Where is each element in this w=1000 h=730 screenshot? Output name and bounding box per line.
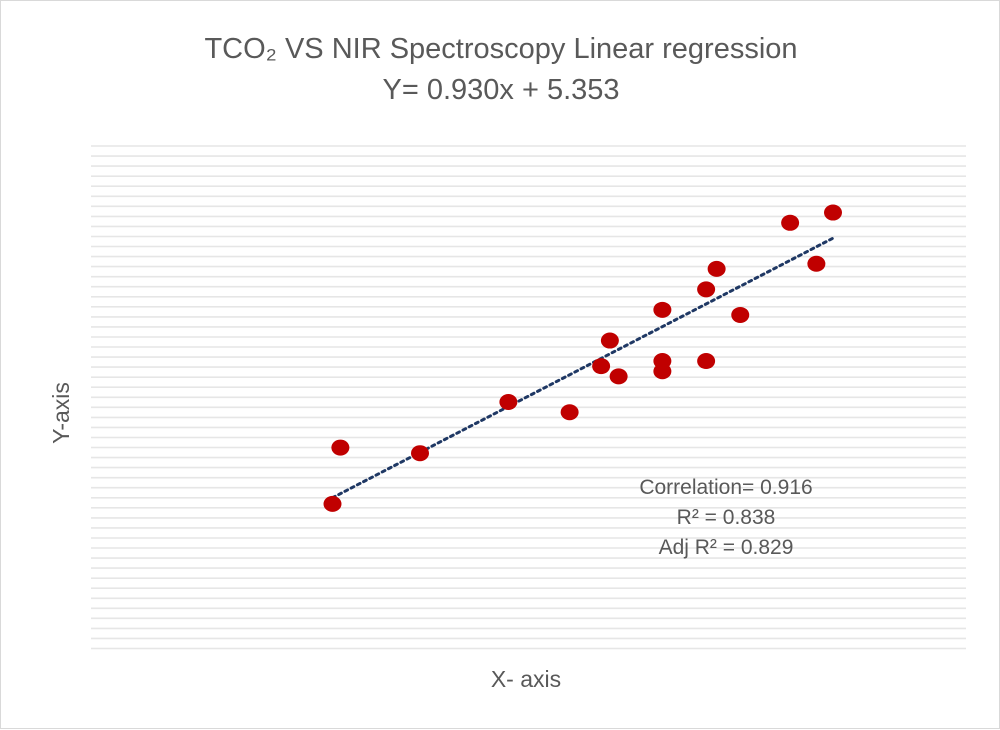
data-point [609,368,628,385]
adj-r-squared-annotation: Adj R² = 0.829 [659,536,794,559]
y-axis-label: Y-axis [48,382,74,444]
data-point [600,332,619,349]
data-point [592,358,611,375]
data-points [323,204,842,512]
data-point [807,255,826,272]
data-point [824,204,842,221]
chart-subtitle: Y= 0.930x + 5.353 [382,74,619,106]
chart-title: TCO₂ VS NIR Spectroscopy Linear regressi… [204,33,797,65]
x-axis-label: X- axis [491,666,561,692]
data-point [323,495,342,512]
data-point [731,306,750,323]
data-point [653,301,672,318]
data-point [781,214,800,231]
data-point [707,260,726,277]
data-point [499,394,518,410]
data-point [560,404,579,421]
correlation-annotation: Correlation= 0.916 [639,476,812,499]
data-point [653,353,672,370]
data-point [411,445,429,462]
gridlines [91,145,966,650]
data-point [697,281,716,298]
r-squared-annotation: R² = 0.838 [677,506,776,529]
data-point [331,439,350,456]
data-point [697,353,716,370]
